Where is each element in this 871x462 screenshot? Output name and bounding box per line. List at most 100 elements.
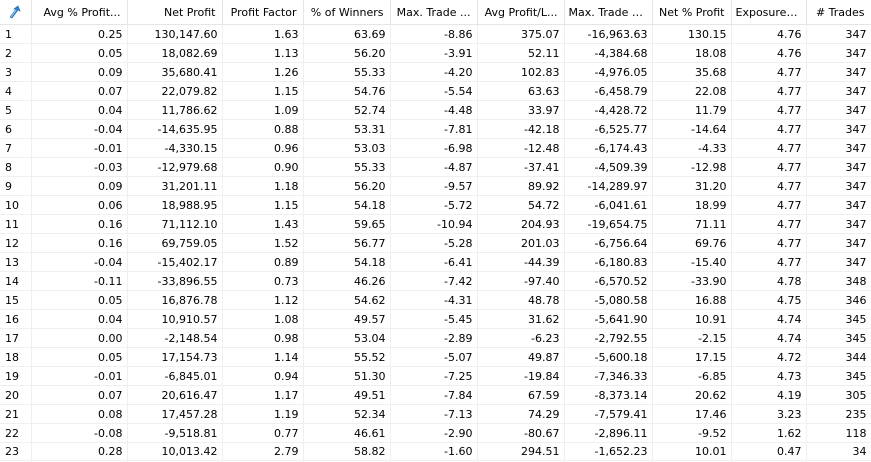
cell-profit-factor: 0.98	[222, 328, 304, 348]
cell-exposure: 1.62	[731, 423, 807, 443]
table-row[interactable]: 23 0.28 10,013.42 2.79 58.82 -1.60 294.51 -1,65…	[0, 442, 871, 461]
column-header-avg-profit-loss[interactable]: Avg Profit/L...	[477, 0, 565, 25]
column-header-profit-factor[interactable]: Profit Factor	[222, 0, 304, 25]
cell-max-trade: -2.90	[390, 423, 478, 443]
cell-idx: 7	[0, 138, 32, 158]
cell-exposure: 4.77	[731, 233, 807, 253]
column-header-trades[interactable]: # Trades	[806, 0, 871, 25]
cell-trades: 118	[806, 423, 871, 443]
cell-idx: 6	[0, 119, 32, 139]
table-row[interactable]: 14 -0.11 -33,896.55 0.73 46.26 -7.42 -97.40 -6,…	[0, 271, 871, 291]
cell-trades: 347	[806, 24, 871, 44]
table-row[interactable]: 4 0.07 22,079.82 1.15 54.76 -5.54 63.63 -6,458.…	[0, 81, 871, 101]
cell-net-pct-profit: 10.91	[652, 309, 732, 329]
cell-net-pct-profit: 69.76	[652, 233, 732, 253]
cell-net-pct-profit: -2.15	[652, 328, 732, 348]
table-row[interactable]: 11 0.16 71,112.10 1.43 59.65 -10.94 204.93 -19,…	[0, 214, 871, 234]
cell-profit-factor: 1.12	[222, 290, 304, 310]
cell-pct-winners: 56.20	[303, 43, 391, 63]
table-row[interactable]: 2 0.05 18,082.69 1.13 56.20 -3.91 52.11 -4,384.…	[0, 43, 871, 63]
cell-avg-pct-profit: 0.08	[31, 404, 128, 424]
cell-idx: 10	[0, 195, 32, 215]
cell-trades: 347	[806, 43, 871, 63]
cell-avg-pct-profit: -0.01	[31, 366, 128, 386]
cell-exposure: 4.73	[731, 366, 807, 386]
column-header-net-profit[interactable]: Net Profit	[127, 0, 223, 25]
column-header-exposure[interactable]: Exposure %	[731, 0, 807, 25]
table-row[interactable]: 12 0.16 69,759.05 1.52 56.77 -5.28 201.03 -6,75…	[0, 233, 871, 253]
column-header-net-pct-profit[interactable]: Net % Profit	[652, 0, 732, 25]
cell-idx: 23	[0, 442, 32, 461]
table-row[interactable]: 20 0.07 20,616.47 1.17 49.51 -7.84 67.59 -8,373…	[0, 385, 871, 405]
cell-pct-winners: 52.74	[303, 100, 391, 120]
cell-avg-profit-loss: -12.48	[477, 138, 565, 158]
cell-trades: 347	[806, 252, 871, 272]
cell-max-trade-dd: -6,525.77	[564, 119, 653, 139]
table-row[interactable]: 8 -0.03 -12,979.68 0.90 55.33 -4.87 -37.41 -4,5…	[0, 157, 871, 177]
cell-pct-winners: 51.30	[303, 366, 391, 386]
table-row[interactable]: 17 0.00 -2,148.54 0.98 53.04 -2.89 -6.23 -2,792…	[0, 328, 871, 348]
cell-net-pct-profit: -9.52	[652, 423, 732, 443]
cell-idx: 18	[0, 347, 32, 367]
cell-net-pct-profit: 22.08	[652, 81, 732, 101]
table-row[interactable]: 1 0.25 130,147.60 1.63 63.69 -8.86 375.07 -16,9…	[0, 24, 871, 44]
cell-net-profit: 10,910.57	[127, 309, 223, 329]
cell-idx: 21	[0, 404, 32, 424]
cell-idx: 3	[0, 62, 32, 82]
cell-avg-profit-loss: -80.67	[477, 423, 565, 443]
column-header-max-trade[interactable]: Max. Trade ...	[390, 0, 478, 25]
cell-net-profit: 35,680.41	[127, 62, 223, 82]
cell-trades: 346	[806, 290, 871, 310]
column-header-avg-pct-profit[interactable]: Avg % Profit...	[31, 0, 128, 25]
column-header-max-trade-dd[interactable]: Max. Trade D...	[564, 0, 653, 25]
cell-exposure: 4.77	[731, 119, 807, 139]
cell-avg-pct-profit: 0.07	[31, 385, 128, 405]
table-row[interactable]: 9 0.09 31,201.11 1.18 56.20 -9.57 89.92 -14,289…	[0, 176, 871, 196]
table-row[interactable]: 19 -0.01 -6,845.01 0.94 51.30 -7.25 -19.84 -7,3…	[0, 366, 871, 386]
cell-max-trade: -4.87	[390, 157, 478, 177]
table-row[interactable]: 7 -0.01 -4,330.15 0.96 53.03 -6.98 -12.48 -6,17…	[0, 138, 871, 158]
cell-net-profit: 69,759.05	[127, 233, 223, 253]
cell-net-profit: 22,079.82	[127, 81, 223, 101]
cell-pct-winners: 53.04	[303, 328, 391, 348]
table-row[interactable]: 22 -0.08 -9,518.81 0.77 46.61 -2.90 -80.67 -2,8…	[0, 423, 871, 443]
cell-max-trade: -6.41	[390, 252, 478, 272]
cell-avg-pct-profit: 0.05	[31, 290, 128, 310]
cell-max-trade: -7.84	[390, 385, 478, 405]
cell-avg-pct-profit: 0.06	[31, 195, 128, 215]
cell-avg-profit-loss: 67.59	[477, 385, 565, 405]
table-row[interactable]: 10 0.06 18,988.95 1.15 54.18 -5.72 54.72 -6,041…	[0, 195, 871, 215]
cell-avg-pct-profit: 0.16	[31, 214, 128, 234]
cell-profit-factor: 1.09	[222, 100, 304, 120]
cell-net-pct-profit: -12.98	[652, 157, 732, 177]
table-row[interactable]: 13 -0.04 -15,402.17 0.89 54.18 -6.41 -44.39 -6,…	[0, 252, 871, 272]
table-row[interactable]: 6 -0.04 -14,635.95 0.88 53.31 -7.81 -42.18 -6,5…	[0, 119, 871, 139]
column-header-pct-winners[interactable]: % of Winners	[303, 0, 391, 25]
cell-profit-factor: 1.13	[222, 43, 304, 63]
cell-net-pct-profit: 18.99	[652, 195, 732, 215]
column-header-index[interactable]	[0, 0, 32, 25]
cell-trades: 347	[806, 81, 871, 101]
table-row[interactable]: 21 0.08 17,457.28 1.19 52.34 -7.13 74.29 -7,579…	[0, 404, 871, 424]
cell-max-trade-dd: -2,896.11	[564, 423, 653, 443]
table-row[interactable]: 16 0.04 10,910.57 1.08 49.57 -5.45 31.62 -5,641…	[0, 309, 871, 329]
table-row[interactable]: 15 0.05 16,876.78 1.12 54.62 -4.31 48.78 -5,080…	[0, 290, 871, 310]
cell-exposure: 4.77	[731, 214, 807, 234]
cell-pct-winners: 59.65	[303, 214, 391, 234]
table-row[interactable]: 5 0.04 11,786.62 1.09 52.74 -4.48 33.97 -4,428.…	[0, 100, 871, 120]
cell-exposure: 4.77	[731, 176, 807, 196]
cell-net-profit: -9,518.81	[127, 423, 223, 443]
cell-exposure: 4.74	[731, 309, 807, 329]
cell-avg-pct-profit: -0.04	[31, 252, 128, 272]
cell-pct-winners: 55.52	[303, 347, 391, 367]
cell-exposure: 4.77	[731, 195, 807, 215]
cell-exposure: 4.77	[731, 81, 807, 101]
cell-net-pct-profit: -4.33	[652, 138, 732, 158]
cell-net-pct-profit: 130.15	[652, 24, 732, 44]
cell-avg-pct-profit: 0.04	[31, 100, 128, 120]
table-row[interactable]: 3 0.09 35,680.41 1.26 55.33 -4.20 102.83 -4,976…	[0, 62, 871, 82]
cell-trades: 347	[806, 62, 871, 82]
cell-profit-factor: 2.79	[222, 442, 304, 461]
table-row[interactable]: 18 0.05 17,154.73 1.14 55.52 -5.07 49.87 -5,600…	[0, 347, 871, 367]
